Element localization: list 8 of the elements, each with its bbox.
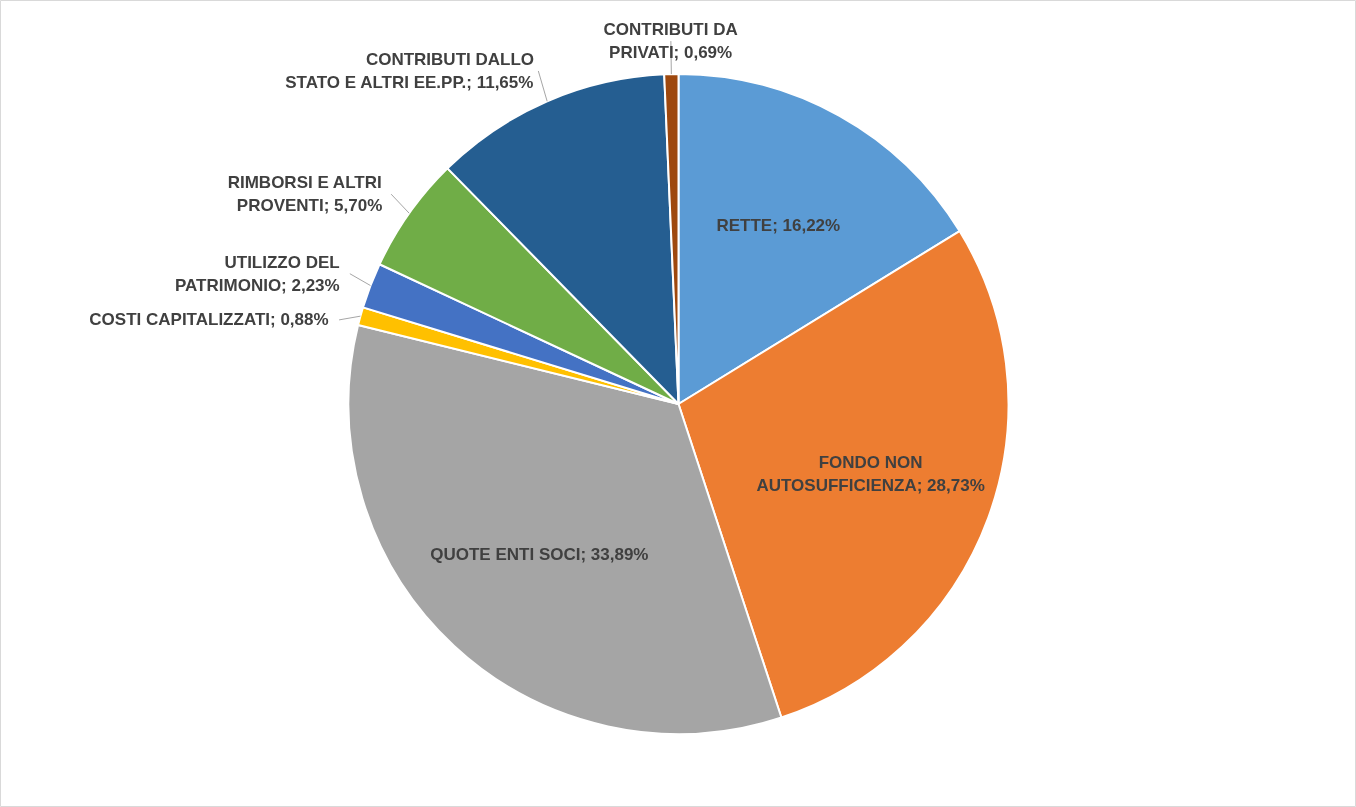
slice-label: CONTRIBUTI DALLO STATO E ALTRI EE.PP.; 11,65% — [285, 50, 535, 92]
slice-label: CONTRIBUTI DA PRIVATI; 0,69% — [603, 20, 738, 62]
slice-label: QUOTE ENTI SOCI; 33,89% — [430, 544, 649, 564]
slice-label: RETTE; 16,22% — [716, 215, 841, 235]
slice-label: COSTI CAPITALIZZATI; 0,88% — [89, 310, 329, 330]
slice-label: RIMBORSI E ALTRI PROVENTI; 5,70% — [227, 173, 383, 216]
slice-label: UTILIZZO DEL PATRIMONIO; 2,23% — [175, 252, 340, 295]
slice-label: FONDO NON AUTOSUFFICIENZA; 28,73% — [756, 453, 985, 496]
